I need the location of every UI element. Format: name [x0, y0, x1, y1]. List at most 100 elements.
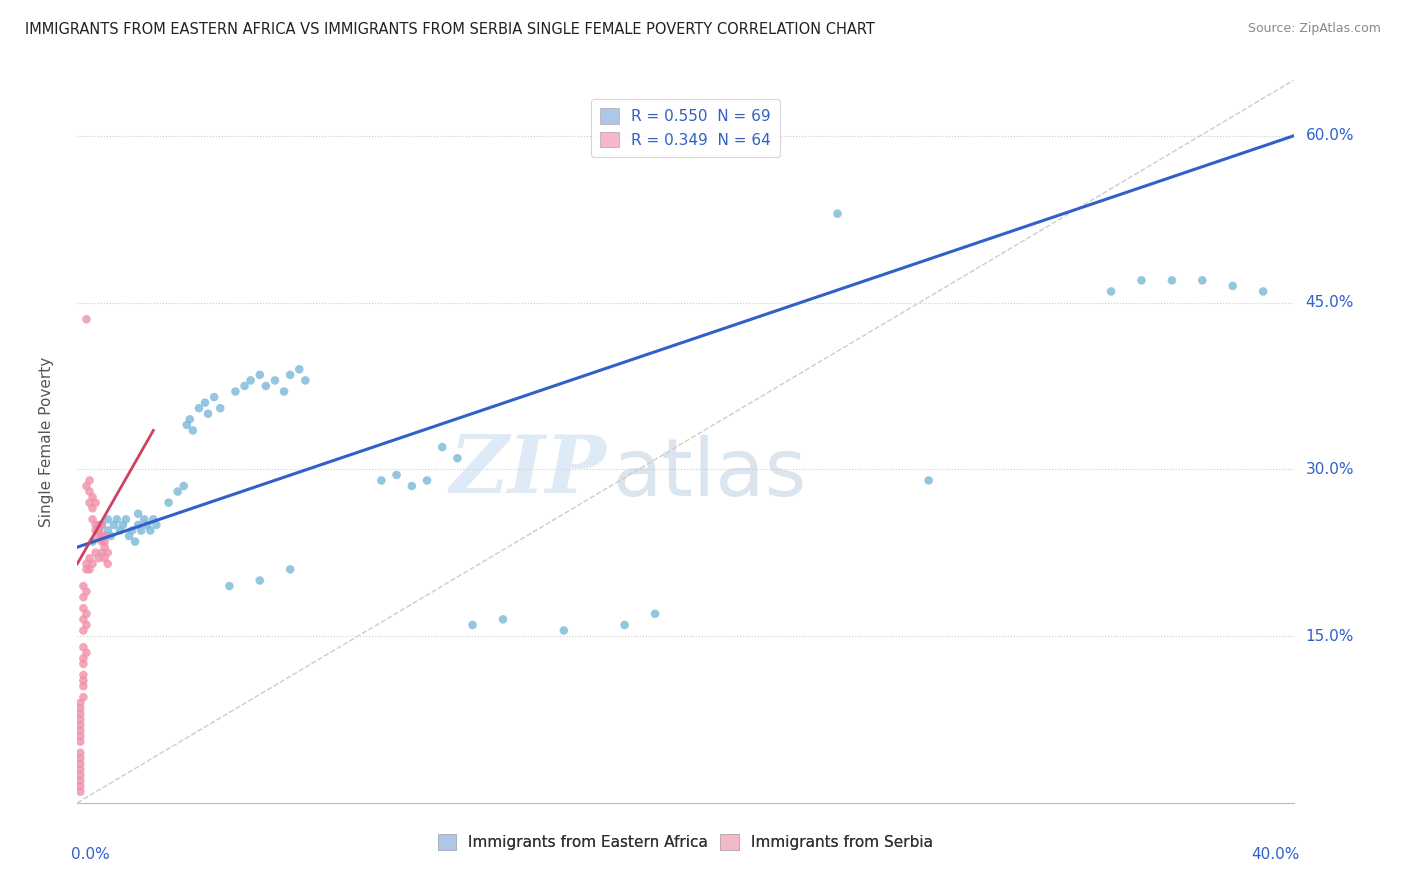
Point [97, 546, 120, 560]
Point [118, 529, 141, 543]
Point [69, 773, 91, 788]
Point [93, 529, 115, 543]
Point [553, 624, 575, 638]
Point [72, 690, 94, 705]
Point [82, 557, 104, 571]
Text: Source: ZipAtlas.com: Source: ZipAtlas.com [1247, 22, 1381, 36]
Point [127, 507, 149, 521]
Point [87, 529, 110, 543]
Point [84, 496, 107, 510]
Point [194, 395, 217, 409]
Point [139, 524, 162, 538]
Point [224, 384, 246, 399]
Point [75, 562, 97, 576]
Point [82, 501, 104, 516]
Point [385, 467, 408, 482]
Point [218, 579, 240, 593]
Point [145, 517, 167, 532]
Point [69, 746, 91, 760]
Point [181, 424, 204, 438]
Point [84, 546, 107, 560]
Point [136, 517, 159, 532]
Legend: Immigrants from Eastern Africa, Immigrants from Serbia: Immigrants from Eastern Africa, Immigran… [432, 829, 939, 856]
Point [249, 574, 271, 588]
Point [72, 612, 94, 626]
Point [72, 668, 94, 682]
Point [72, 624, 94, 638]
Text: 0.0%: 0.0% [72, 847, 110, 863]
Point [93, 534, 115, 549]
Point [1161, 273, 1184, 287]
Point [72, 601, 94, 615]
Point [294, 373, 316, 387]
Point [90, 534, 112, 549]
Point [69, 751, 91, 765]
Point [69, 706, 91, 721]
Point [87, 517, 110, 532]
Point [87, 524, 110, 538]
Point [69, 734, 91, 748]
Point [75, 607, 97, 621]
Point [127, 517, 149, 532]
Point [239, 373, 262, 387]
Point [264, 373, 287, 387]
Point [69, 718, 91, 732]
Point [75, 312, 97, 326]
Point [273, 384, 295, 399]
Point [254, 379, 277, 393]
Text: 60.0%: 60.0% [1306, 128, 1354, 144]
Point [82, 534, 104, 549]
Point [430, 440, 453, 454]
Point [82, 512, 104, 526]
Point [69, 763, 91, 777]
Point [197, 407, 219, 421]
Point [79, 474, 101, 488]
Point [84, 524, 107, 538]
Point [72, 579, 94, 593]
Point [69, 701, 91, 715]
Point [90, 529, 112, 543]
Point [69, 768, 91, 782]
Point [1222, 279, 1244, 293]
Point [1099, 285, 1122, 299]
Point [401, 479, 423, 493]
Point [173, 479, 195, 493]
Point [72, 673, 94, 688]
Point [1130, 273, 1153, 287]
Text: 40.0%: 40.0% [1251, 847, 1299, 863]
Point [69, 729, 91, 743]
Point [188, 401, 211, 416]
Point [82, 490, 104, 504]
Point [142, 512, 165, 526]
Point [157, 496, 180, 510]
Point [72, 657, 94, 671]
Point [129, 524, 152, 538]
Point [93, 540, 115, 554]
Text: 45.0%: 45.0% [1306, 295, 1354, 310]
Point [69, 785, 91, 799]
Text: 30.0%: 30.0% [1306, 462, 1354, 477]
Point [75, 584, 97, 599]
Point [111, 517, 134, 532]
Point [249, 368, 271, 382]
Point [827, 207, 849, 221]
Point [75, 646, 97, 660]
Point [202, 390, 225, 404]
Point [90, 517, 112, 532]
Point [72, 679, 94, 693]
Point [278, 368, 301, 382]
Point [90, 546, 112, 560]
Point [461, 618, 484, 632]
Point [179, 412, 201, 426]
Point [124, 534, 146, 549]
Point [69, 779, 91, 793]
Point [97, 524, 120, 538]
Point [108, 524, 131, 538]
Point [75, 479, 97, 493]
Point [370, 474, 392, 488]
Point [79, 562, 101, 576]
Point [75, 557, 97, 571]
Point [79, 551, 101, 566]
Point [79, 484, 101, 499]
Point [97, 512, 120, 526]
